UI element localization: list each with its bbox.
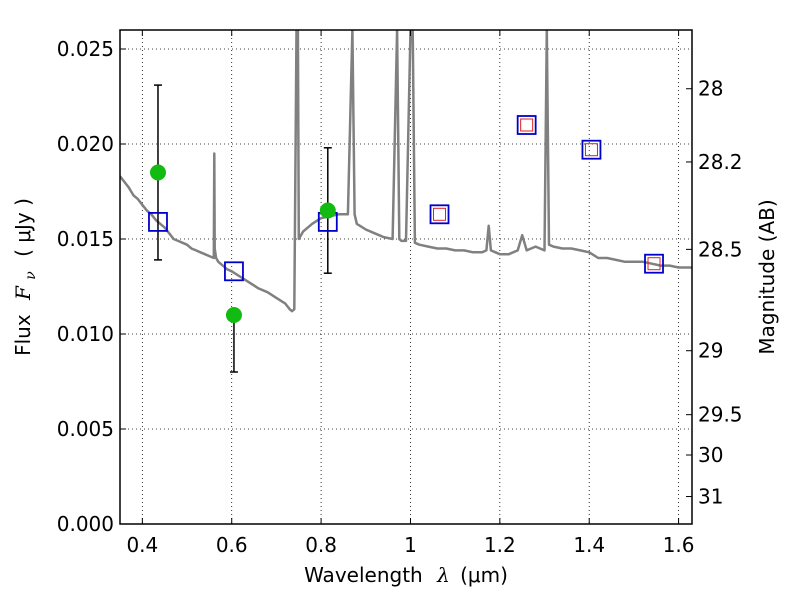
y-axis-unit: ( μJy ) bbox=[11, 198, 35, 257]
x-axis-title: Wavelength λ (μm) bbox=[304, 563, 508, 587]
y-axis-title: Flux F ν ( μJy ) bbox=[11, 198, 40, 356]
y2-tick-label: 29 bbox=[698, 339, 723, 363]
model-box-point bbox=[224, 261, 244, 282]
y-tick-label: 0.025 bbox=[57, 37, 114, 61]
x-tick-label: 1 bbox=[404, 533, 417, 557]
model-box-point bbox=[581, 139, 602, 160]
y2-tick-label: 31 bbox=[698, 485, 723, 509]
y2-axis-ticks: 28 28.2 28.5 29 29.5 30 31 bbox=[686, 77, 743, 509]
observed-box-point bbox=[433, 207, 447, 221]
y-tick-label: 0.010 bbox=[57, 322, 114, 346]
y-axis-label: Flux bbox=[11, 314, 35, 356]
detection-point bbox=[319, 202, 336, 219]
y2-axis-title: Magnitude (AB) bbox=[755, 199, 779, 354]
y2-tick-label: 28.2 bbox=[698, 150, 743, 174]
spectrum-line bbox=[120, 30, 692, 313]
y-tick-label: 0.005 bbox=[57, 417, 114, 441]
model-box-point bbox=[644, 253, 664, 274]
spectrum-layer bbox=[120, 30, 692, 313]
x-axis-ticks: 0.4 0.6 0.8 1 1.2 1.4 1.6 bbox=[126, 30, 695, 557]
y-tick-label: 0.020 bbox=[57, 132, 114, 156]
y2-tick-label: 28 bbox=[698, 77, 723, 101]
plot-background bbox=[120, 30, 692, 524]
y-tick-label: 0.015 bbox=[57, 227, 114, 251]
plot-frame bbox=[119, 29, 693, 525]
x-tick-label: 1.6 bbox=[663, 533, 695, 557]
x-tick-label: 0.4 bbox=[126, 533, 158, 557]
y2-tick-label: 29.5 bbox=[698, 403, 743, 427]
y2-tick-label: 28.5 bbox=[698, 237, 743, 261]
model-box-point bbox=[516, 115, 537, 135]
detection-layer bbox=[149, 164, 336, 323]
model-box-layer bbox=[148, 115, 664, 282]
x-tick-label: 0.8 bbox=[305, 533, 337, 557]
x-tick-label: 1.4 bbox=[573, 533, 605, 557]
y-axis-subscript: ν bbox=[23, 271, 39, 280]
x-axis-symbol: λ bbox=[436, 563, 450, 587]
detection-point bbox=[149, 164, 166, 181]
observed-box-point bbox=[584, 143, 598, 157]
model-box-point bbox=[429, 204, 450, 225]
model-box-point bbox=[148, 211, 168, 232]
observed-box-point bbox=[647, 257, 661, 271]
y2-tick-label: 30 bbox=[698, 443, 723, 467]
observed-box-point bbox=[520, 118, 534, 132]
observed-box-layer bbox=[433, 118, 661, 271]
y-axis-ticks: 0.000 0.005 0.010 0.015 0.020 0.025 bbox=[57, 37, 126, 536]
detection-point bbox=[225, 307, 242, 323]
x-axis-unit: (μm) bbox=[460, 563, 508, 587]
y-axis-symbol: F bbox=[11, 285, 35, 301]
x-tick-label: 0.6 bbox=[216, 533, 248, 557]
x-axis-label: Wavelength bbox=[304, 563, 423, 587]
y-tick-label: 0.000 bbox=[57, 512, 114, 536]
x-tick-label: 1.2 bbox=[484, 533, 516, 557]
